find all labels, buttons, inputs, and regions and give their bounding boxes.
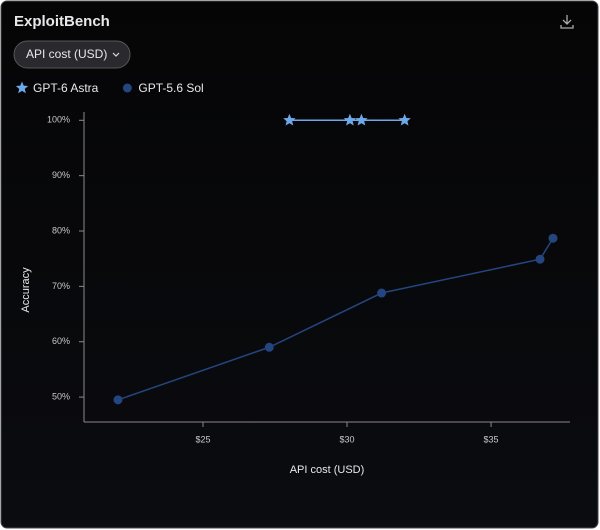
data-point	[283, 113, 296, 126]
data-point	[398, 113, 411, 126]
dropdown-label[interactable]: API cost (USD)	[26, 47, 107, 61]
data-point	[377, 288, 387, 298]
x-tick-label: $35	[484, 434, 499, 444]
legend-item: GPT-6 Astra	[33, 81, 99, 95]
legend-label: GPT-5.6 Sol	[138, 81, 203, 95]
metric-dropdown[interactable]: API cost (USD)	[13, 40, 131, 69]
x-axis-label: API cost (USD)	[290, 464, 365, 476]
data-point	[548, 233, 558, 243]
legend-label: GPT-6 Astra	[33, 81, 99, 95]
card-title: ExploitBench	[14, 13, 110, 30]
dropdown-background[interactable]	[13, 40, 131, 69]
data-point	[355, 113, 368, 126]
y-axis-label: Accuracy	[20, 267, 32, 313]
y-tick-label: 80%	[52, 225, 70, 235]
y-tick-label: 100%	[47, 115, 70, 125]
y-tick-label: 90%	[52, 170, 70, 180]
legend-marker	[122, 83, 132, 93]
data-point	[264, 342, 274, 352]
x-tick-label: $25	[195, 434, 210, 444]
y-tick-label: 70%	[52, 281, 70, 291]
data-point	[113, 395, 123, 405]
dropdown-chevron[interactable]	[112, 52, 120, 57]
download-icon[interactable]	[560, 15, 574, 29]
data-point	[535, 254, 545, 264]
data-point	[343, 113, 357, 126]
legend-item: GPT-5.6 Sol	[138, 81, 203, 95]
y-tick-label: 60%	[52, 336, 70, 346]
legend-marker	[15, 81, 29, 94]
download-button[interactable]	[560, 15, 574, 29]
x-tick-label: $30	[340, 434, 355, 444]
y-tick-label: 50%	[52, 391, 70, 401]
